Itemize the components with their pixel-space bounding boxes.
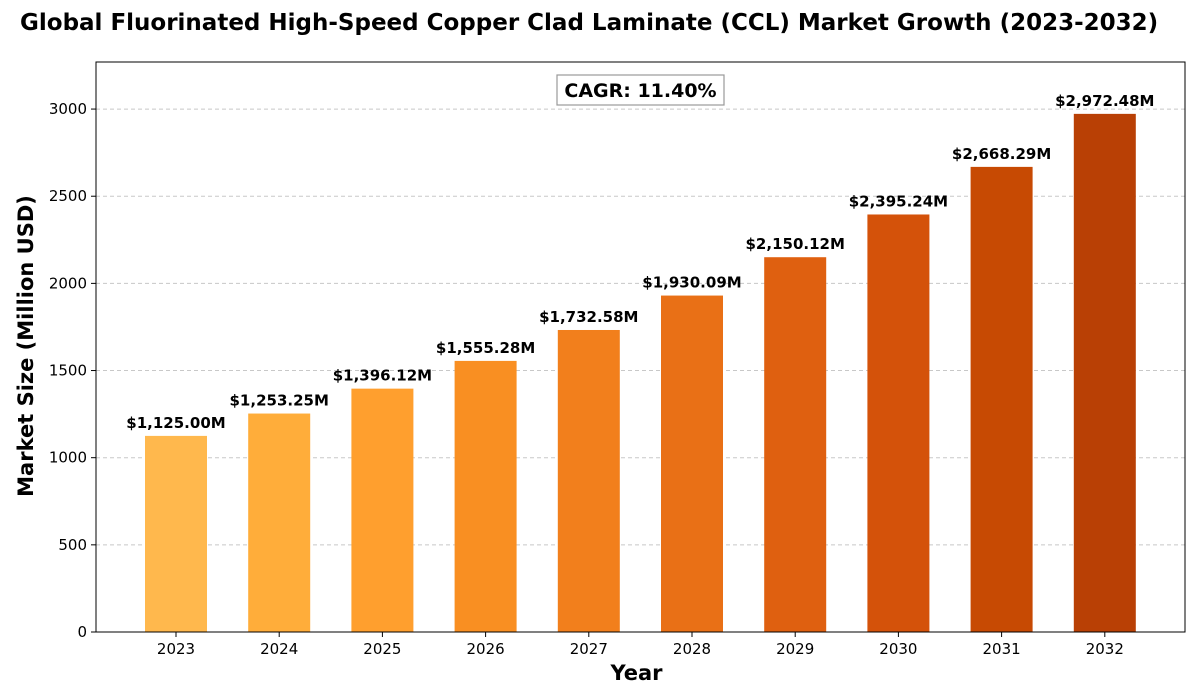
- y-axis-ticks: 0 500 1000 1500 2000 2500 3000: [49, 100, 96, 641]
- x-tick-label: 2030: [879, 640, 917, 658]
- bar-2029: [764, 257, 827, 632]
- bar-2030: [867, 214, 930, 633]
- data-label-2027: $1,732.58M: [539, 308, 638, 326]
- x-tick-label: 2024: [260, 640, 298, 658]
- x-tick-label: 2025: [363, 640, 401, 658]
- y-axis-title: Market Size (Million USD): [14, 195, 38, 497]
- x-tick-label: 2026: [467, 640, 505, 658]
- cagr-annotation-text: CAGR: 11.40%: [564, 80, 716, 102]
- bar-2024: [248, 413, 311, 632]
- y-tick-label: 2000: [49, 274, 87, 292]
- y-tick-label: 2500: [49, 187, 87, 205]
- x-tick-label: 2032: [1086, 640, 1124, 658]
- bar-2031: [970, 166, 1033, 632]
- cagr-annotation: CAGR: 11.40%: [556, 74, 725, 106]
- y-tick-label: 0: [77, 623, 87, 641]
- data-label-2030: $2,395.24M: [849, 192, 948, 210]
- x-axis-title: Year: [609, 661, 663, 685]
- data-label-2026: $1,555.28M: [436, 339, 535, 357]
- bars: [145, 113, 1136, 633]
- x-tick-label: 2029: [776, 640, 814, 658]
- bar-2023: [145, 435, 207, 632]
- bar-2028: [661, 295, 723, 632]
- y-tick-label: 500: [58, 536, 87, 554]
- data-label-2023: $1,125.00M: [126, 414, 225, 432]
- x-tick-label: 2023: [157, 640, 195, 658]
- x-tick-label: 2027: [570, 640, 608, 658]
- data-label-2025: $1,396.12M: [333, 367, 432, 385]
- bar-2026: [454, 360, 517, 632]
- x-axis-ticks: 2023 2024 2025 2026 2027 2028 2029 2030 2031 2032: [157, 632, 1124, 658]
- chart-title: Global Fluorinated High-Speed Copper Cla…: [20, 10, 1159, 36]
- plot-area-frame: [95, 61, 1186, 633]
- data-label-2029: $2,150.12M: [746, 235, 845, 253]
- data-label-2024: $1,253.25M: [230, 392, 329, 410]
- data-labels: $1,125.00M $1,253.25M$1,396.12M$1,555.28M…: [126, 92, 1154, 432]
- y-tick-label: 1000: [49, 449, 87, 467]
- data-label-2031: $2,668.29M: [952, 145, 1051, 163]
- data-label-2028: $1,930.09M: [642, 274, 741, 292]
- x-tick-label: 2028: [673, 640, 711, 658]
- bar-2027: [557, 329, 620, 632]
- data-label-2032: $2,972.48M: [1055, 92, 1154, 110]
- bar-2025: [351, 388, 414, 632]
- x-tick-label: 2031: [983, 640, 1021, 658]
- bar-2032: [1073, 113, 1136, 633]
- y-tick-label: 1500: [49, 362, 87, 380]
- y-tick-label: 3000: [49, 100, 87, 118]
